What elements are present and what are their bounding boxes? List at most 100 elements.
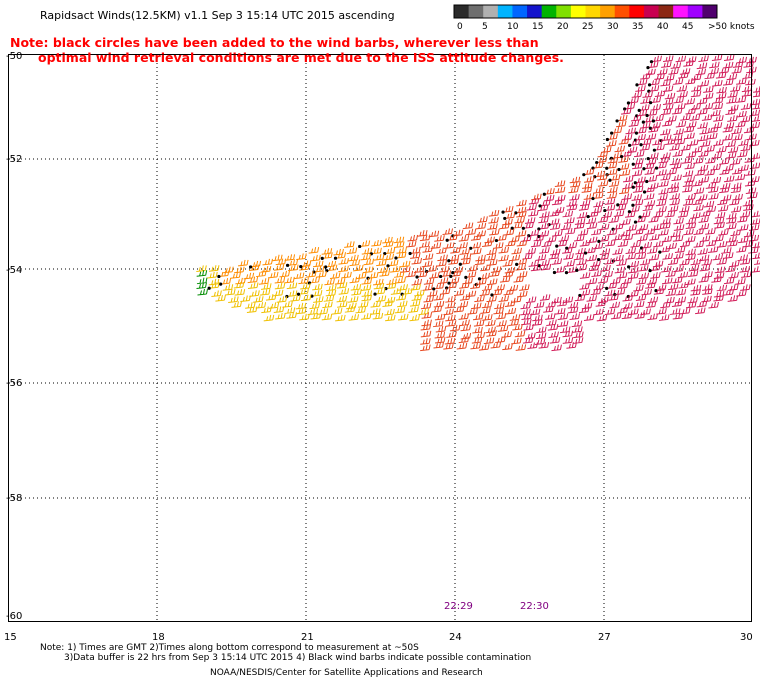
wind-barb bbox=[748, 234, 760, 242]
wind-barb bbox=[735, 278, 746, 285]
wind-barb bbox=[470, 234, 482, 241]
wind-barb bbox=[488, 217, 499, 224]
wind-barb bbox=[632, 186, 644, 193]
wind-barb bbox=[648, 264, 661, 273]
wind-barb bbox=[481, 240, 493, 247]
wind-barb bbox=[725, 140, 736, 148]
wind-barb bbox=[548, 331, 559, 339]
wind-barb bbox=[679, 205, 690, 213]
wind-barb bbox=[583, 193, 595, 200]
wind-barb bbox=[509, 314, 521, 321]
wind-barb bbox=[653, 240, 664, 248]
wind-barb bbox=[434, 235, 445, 242]
wind-barb bbox=[633, 215, 646, 224]
wind-barb bbox=[478, 344, 490, 351]
wind-barb bbox=[469, 242, 482, 250]
wind-barb bbox=[737, 254, 749, 262]
wind-barb bbox=[628, 266, 639, 274]
legend-tick-label: 10 bbox=[507, 22, 519, 32]
wind-barb bbox=[510, 222, 523, 230]
legend-swatch bbox=[541, 5, 557, 18]
wind-barb bbox=[344, 306, 356, 313]
wind-barb bbox=[666, 242, 677, 250]
wind-barb bbox=[536, 326, 547, 334]
wind-barb bbox=[667, 258, 679, 266]
wind-barb bbox=[675, 103, 686, 110]
wind-barb bbox=[538, 342, 550, 349]
wind-barb bbox=[586, 210, 599, 219]
wind-barb bbox=[423, 278, 435, 285]
wind-barb bbox=[702, 271, 713, 278]
wind-barb bbox=[704, 169, 716, 176]
wind-barb bbox=[559, 326, 571, 334]
wind-barb bbox=[668, 182, 679, 189]
wind-barb bbox=[530, 240, 542, 248]
wind-barb bbox=[680, 114, 691, 121]
wind-barb bbox=[516, 199, 527, 207]
wind-barb bbox=[582, 182, 593, 189]
wind-barb bbox=[723, 54, 735, 62]
wind-barb bbox=[684, 98, 696, 105]
wind-barb bbox=[711, 54, 723, 61]
wind-barb bbox=[562, 337, 574, 344]
wind-barb bbox=[698, 80, 710, 87]
wind-barb bbox=[298, 277, 309, 285]
wind-barb bbox=[692, 198, 704, 206]
wind-barb bbox=[671, 300, 683, 307]
wind-barb bbox=[597, 253, 610, 262]
wind-barb bbox=[602, 270, 613, 278]
wind-barb bbox=[275, 258, 287, 266]
wind-barb bbox=[349, 259, 361, 267]
wind-barb bbox=[607, 186, 618, 194]
wind-barb bbox=[711, 276, 722, 283]
wind-barb bbox=[725, 151, 737, 159]
wind-barb bbox=[591, 270, 602, 277]
wind-barb bbox=[274, 282, 286, 290]
y-tick-label: -52 bbox=[6, 154, 23, 165]
legend-tick-label: 20 bbox=[557, 22, 569, 32]
wind-barb bbox=[669, 198, 681, 206]
wind-barb bbox=[353, 264, 364, 272]
wind-barb bbox=[361, 290, 373, 297]
wind-barb bbox=[393, 271, 405, 278]
wind-barb bbox=[433, 341, 444, 349]
wind-barb bbox=[680, 144, 692, 151]
wind-barb bbox=[296, 307, 307, 315]
wind-barb bbox=[748, 247, 759, 254]
wind-barb bbox=[693, 204, 704, 212]
wind-barb bbox=[572, 326, 583, 333]
wind-barb bbox=[681, 157, 693, 164]
wind-barb bbox=[449, 270, 462, 279]
wind-barb bbox=[624, 211, 636, 218]
wind-barb bbox=[704, 72, 716, 80]
wind-barb bbox=[658, 180, 669, 187]
wind-barb bbox=[548, 252, 560, 260]
wind-barb bbox=[436, 247, 447, 255]
wind-barb bbox=[678, 281, 689, 289]
wind-barb bbox=[434, 331, 446, 339]
wind-barb bbox=[538, 216, 549, 224]
wind-barb bbox=[445, 234, 458, 242]
wind-barb bbox=[631, 199, 644, 207]
wind-barb bbox=[555, 308, 566, 315]
wind-barb bbox=[728, 104, 739, 112]
wind-barb bbox=[690, 73, 702, 81]
legend-swatch bbox=[497, 5, 513, 18]
wind-barb bbox=[714, 222, 725, 229]
wind-barb bbox=[742, 240, 754, 248]
wind-barb bbox=[692, 146, 703, 153]
wind-barb bbox=[320, 252, 333, 260]
wind-barb bbox=[737, 150, 748, 158]
wind-barb bbox=[494, 302, 505, 310]
wind-barb bbox=[727, 146, 739, 153]
wind-barb bbox=[651, 114, 664, 123]
wind-barb bbox=[662, 119, 673, 127]
wind-barb bbox=[691, 85, 702, 92]
wind-barb bbox=[664, 210, 676, 218]
wind-barb bbox=[738, 139, 749, 146]
wind-barb bbox=[662, 253, 673, 260]
wind-barb bbox=[610, 312, 622, 320]
wind-barb bbox=[698, 254, 710, 262]
wind-barb bbox=[464, 271, 477, 279]
wind-barb bbox=[708, 301, 719, 309]
